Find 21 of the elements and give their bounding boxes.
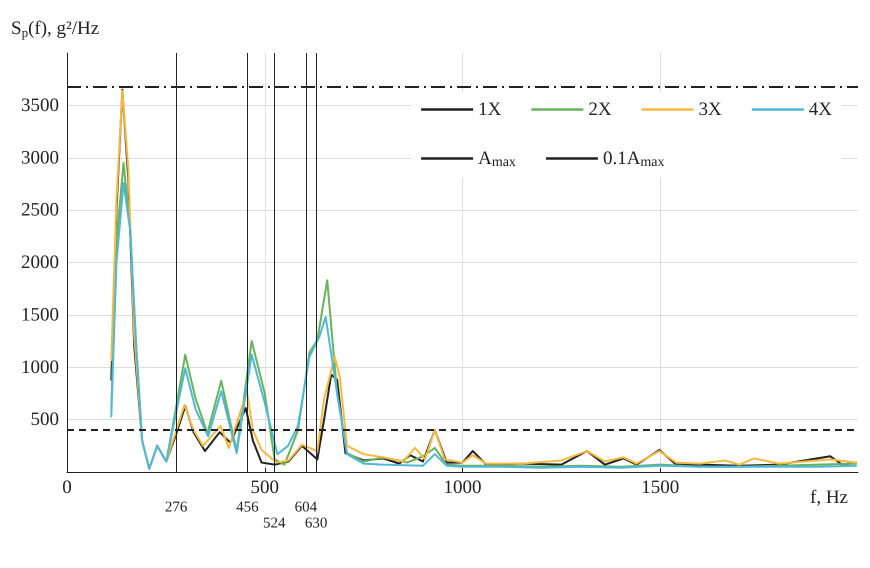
ref-line-label: 604 bbox=[294, 500, 318, 516]
ref-line-label: 276 bbox=[164, 500, 188, 516]
y-tick-label: 500 bbox=[30, 409, 59, 430]
y-tick-label: 3500 bbox=[21, 94, 59, 116]
y-tick-label: 2000 bbox=[21, 252, 59, 273]
x-axis-title: f, Hz bbox=[810, 487, 848, 508]
legend-label: 3X bbox=[698, 99, 722, 120]
x-tick-label: 500 bbox=[250, 477, 279, 498]
x-tick-label: 1000 bbox=[444, 477, 482, 498]
legend-label: 4X bbox=[808, 99, 832, 120]
y-tick-label: 1500 bbox=[21, 304, 59, 326]
ref-line-label: 456 bbox=[236, 500, 260, 516]
ref-line-label: 524 bbox=[262, 516, 286, 532]
ref-line-label: 630 bbox=[304, 516, 328, 532]
legend-label: 2X bbox=[588, 99, 612, 120]
legend-label: 1X bbox=[478, 99, 502, 120]
x-tick-label: 0 bbox=[62, 477, 72, 498]
y-tick-label: 2500 bbox=[21, 200, 59, 221]
y-tick-label: 3000 bbox=[21, 147, 59, 168]
x-tick-label: 1500 bbox=[641, 477, 680, 498]
y-tick-label: 1000 bbox=[21, 356, 59, 378]
